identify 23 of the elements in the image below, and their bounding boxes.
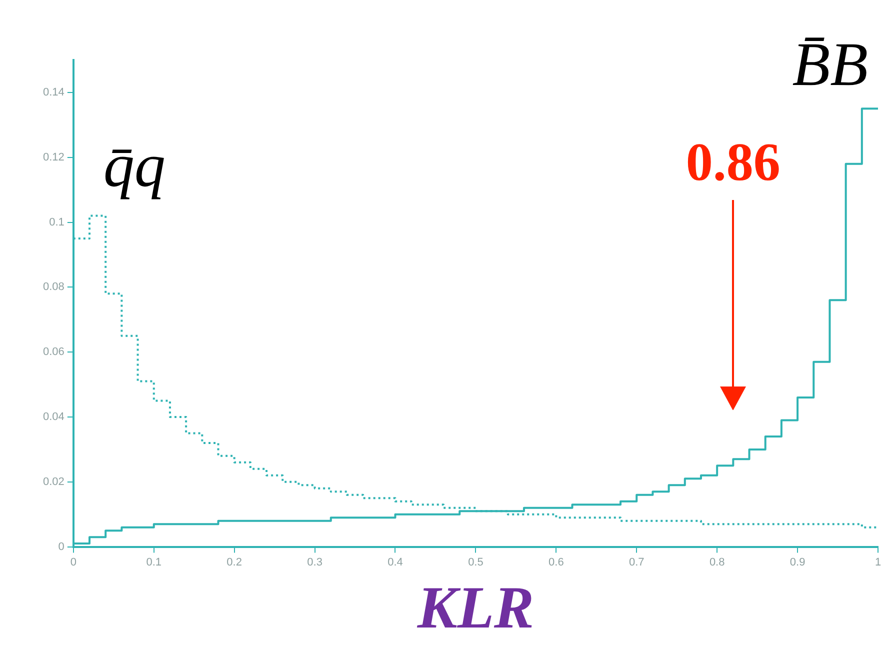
y-tick-label: 0.08 (42, 281, 64, 294)
x-tick-label: 1 (874, 556, 882, 568)
annotation: 0.86 (686, 132, 780, 192)
y-tick-label: 0 (58, 540, 64, 553)
x-tick-label: 0.4 (388, 556, 403, 568)
y-tick-label: 0.14 (42, 86, 64, 98)
x-tick-label: 0.5 (468, 556, 484, 568)
series-label: B̄B (792, 31, 868, 99)
x-tick-label: 0.1 (146, 556, 162, 568)
series-label: q̄q (103, 132, 166, 200)
x-tick-label: 0.3 (307, 556, 322, 568)
y-tick-label: 0.06 (42, 346, 64, 358)
y-tick-label: 0.1 (49, 216, 64, 228)
y-tick-label: 0.04 (42, 411, 64, 424)
x-tick-label: 0.2 (226, 556, 242, 568)
x-tick-label: 0.9 (790, 556, 806, 568)
y-tick-label: 0.02 (42, 476, 64, 488)
x-axis-title: KLR (416, 574, 534, 640)
x-tick-label: 0.7 (628, 556, 644, 568)
x-tick-label: 0.6 (548, 556, 564, 568)
x-tick-label: 0 (70, 556, 76, 568)
y-tick-label: 0.12 (42, 151, 64, 164)
x-tick-label: 0.8 (709, 556, 725, 568)
